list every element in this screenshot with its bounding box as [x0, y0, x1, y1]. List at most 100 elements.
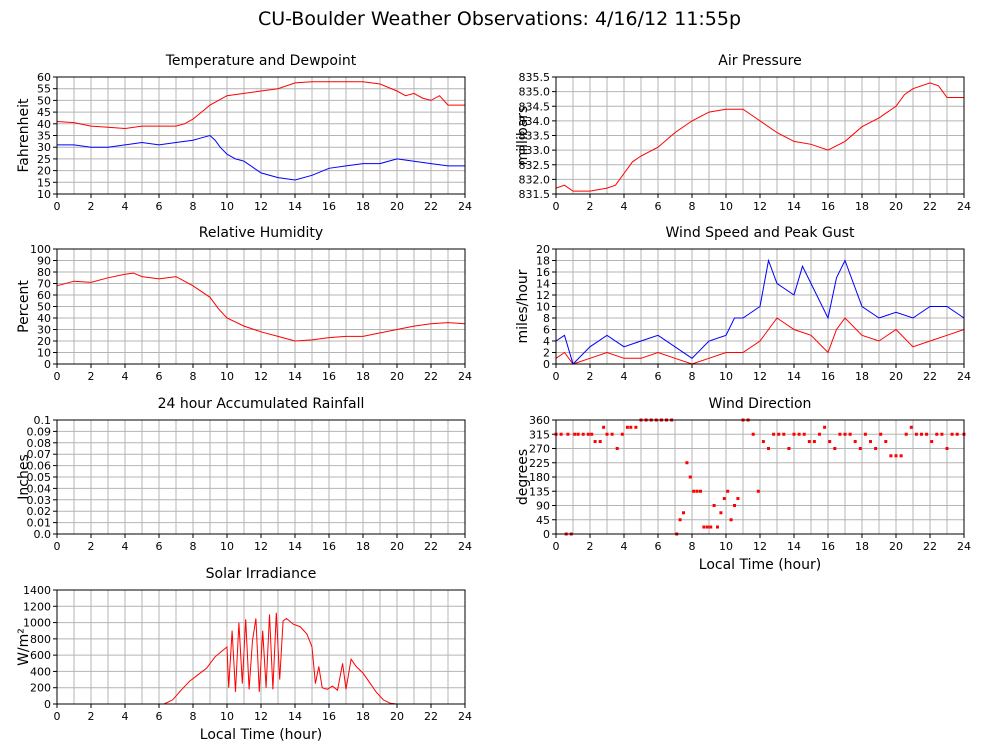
- x-tick-label: 2: [88, 710, 95, 723]
- y-tick-label: 0: [543, 528, 550, 541]
- y-tick-label: 0.08: [27, 437, 52, 450]
- data-point: [761, 440, 765, 444]
- x-tick-label: 2: [88, 370, 95, 383]
- y-tick-label: 25: [37, 153, 51, 166]
- y-tick-label: 835.0: [519, 86, 551, 99]
- y-tick-label: 270: [529, 443, 550, 456]
- series-line-0: [56, 81, 465, 130]
- y-tick-label: 20: [37, 335, 51, 348]
- y-tick-label: 4: [543, 335, 550, 348]
- series-line-0: [555, 317, 965, 365]
- data-point: [581, 432, 585, 436]
- x-tick-label: 14: [288, 540, 302, 553]
- y-tick-label: 50: [37, 94, 51, 107]
- x-tick-label: 14: [288, 200, 302, 213]
- data-point: [807, 440, 811, 444]
- y-tick-label: 834.5: [519, 100, 551, 113]
- data-point: [833, 447, 837, 450]
- data-point: [772, 432, 776, 436]
- x-tick-label: 6: [655, 370, 662, 383]
- y-tick-label: 0.1: [34, 414, 52, 427]
- y-tick-label: 10: [536, 301, 550, 314]
- x-tick-label: 12: [753, 540, 767, 553]
- data-point: [955, 432, 959, 436]
- x-tick-label: 12: [254, 200, 268, 213]
- data-point: [688, 475, 692, 479]
- series-line-1: [555, 258, 965, 365]
- data-point: [705, 525, 709, 529]
- x-tick-label: 24: [957, 370, 971, 383]
- x-tick-label: 20: [889, 540, 903, 553]
- x-tick-label: 8: [190, 200, 197, 213]
- x-tick-label: 6: [156, 710, 163, 723]
- y-tick-label: 1200: [23, 600, 51, 613]
- data-point: [787, 447, 791, 450]
- data-point: [930, 440, 934, 444]
- x-axis-label: Local Time (hour): [699, 557, 821, 573]
- data-point: [682, 511, 685, 515]
- data-point: [782, 432, 786, 436]
- y-axis-label: miles/hour: [515, 269, 531, 343]
- chart-title: Temperature and Dewpoint: [165, 53, 357, 69]
- x-tick-label: 0: [54, 370, 61, 383]
- x-tick-label: 8: [190, 710, 197, 723]
- x-tick-label: 4: [122, 540, 129, 553]
- x-tick-label: 2: [88, 540, 95, 553]
- y-tick-label: 60: [37, 289, 51, 302]
- y-tick-label: 40: [37, 118, 51, 131]
- x-tick-label: 10: [719, 200, 733, 213]
- x-tick-label: 16: [322, 540, 336, 553]
- x-tick-label: 16: [322, 370, 336, 383]
- page-title: CU-Boulder Weather Observations: 4/16/12…: [257, 8, 742, 30]
- data-point: [719, 511, 723, 515]
- x-tick-label: 2: [587, 370, 594, 383]
- y-tick-label: 1000: [23, 617, 51, 630]
- x-tick-label: 18: [855, 540, 869, 553]
- x-tick-label: 20: [390, 710, 404, 723]
- y-tick-label: 833.0: [519, 144, 551, 157]
- data-point: [629, 425, 633, 429]
- x-tick-label: 6: [156, 540, 163, 553]
- y-tick-label: 0.05: [27, 471, 52, 484]
- chart-title: Relative Humidity: [199, 225, 323, 241]
- x-tick-label: 12: [254, 710, 268, 723]
- x-tick-label: 12: [753, 370, 767, 383]
- x-tick-label: 0: [553, 540, 560, 553]
- x-tick-label: 18: [356, 710, 370, 723]
- data-point: [879, 432, 883, 436]
- x-tick-label: 12: [254, 540, 268, 553]
- x-tick-label: 24: [458, 370, 472, 383]
- data-point: [925, 432, 929, 436]
- series-line-0: [56, 272, 466, 342]
- y-tick-label: 20: [536, 243, 550, 256]
- plot-frame: [555, 248, 965, 365]
- y-tick-label: 20: [37, 165, 51, 178]
- y-tick-label: 45: [536, 514, 550, 527]
- data-point: [712, 504, 716, 507]
- y-tick-label: 800: [30, 633, 51, 646]
- data-point: [904, 432, 908, 436]
- y-tick-label: 0.03: [27, 494, 52, 507]
- x-tick-label: 22: [424, 540, 438, 553]
- plot-frame: [56, 419, 466, 535]
- y-tick-label: 0.09: [27, 425, 52, 438]
- x-tick-label: 8: [689, 200, 696, 213]
- data-point: [593, 440, 597, 444]
- x-tick-label: 16: [322, 200, 336, 213]
- data-point: [899, 454, 903, 458]
- x-tick-label: 6: [655, 200, 662, 213]
- y-tick-label: 14: [536, 278, 550, 291]
- y-tick-label: 1400: [23, 584, 51, 597]
- data-point: [889, 454, 893, 458]
- data-point: [729, 518, 733, 522]
- data-point: [678, 518, 682, 522]
- x-tick-label: 16: [821, 540, 835, 553]
- x-tick-label: 18: [855, 200, 869, 213]
- data-point: [858, 447, 862, 450]
- data-point: [586, 432, 590, 436]
- x-tick-label: 20: [889, 370, 903, 383]
- x-tick-label: 0: [553, 200, 560, 213]
- data-point: [602, 425, 606, 429]
